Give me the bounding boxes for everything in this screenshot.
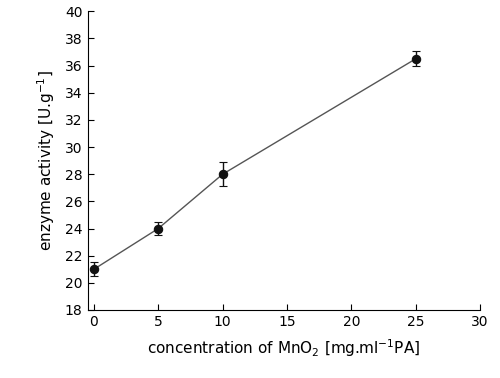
X-axis label: concentration of MnO$_2$ [mg.ml$^{-1}$PA]: concentration of MnO$_2$ [mg.ml$^{-1}$PA… (147, 337, 420, 359)
Y-axis label: enzyme activity [U.g$^{-1}$]: enzyme activity [U.g$^{-1}$] (35, 70, 56, 251)
